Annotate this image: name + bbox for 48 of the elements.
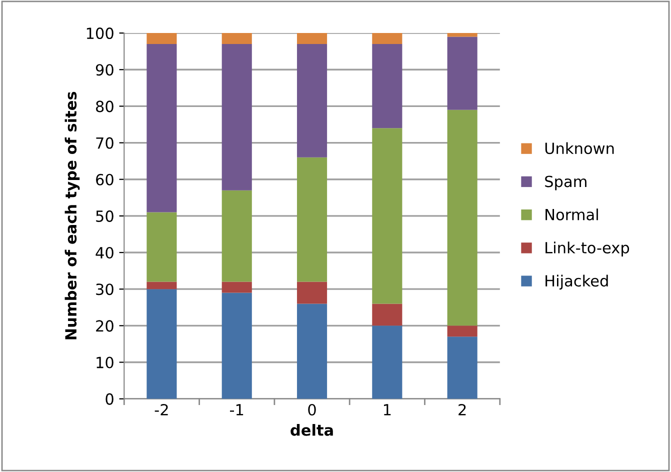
y-tick-label: 100 [86,28,114,40]
bar [222,282,252,293]
bar [296,44,328,158]
bar [447,36,478,110]
bar [146,282,177,290]
bar [296,33,328,44]
y-tick-label: 40 [96,246,114,259]
x-tick-label: -2 [154,404,168,416]
y-tick-label: 20 [96,320,114,332]
legend-label: Spam [545,176,586,190]
x-tick-label: -1 [230,404,244,416]
bar [222,44,252,190]
bar [222,190,252,282]
y-tick-label: 0 [106,393,114,405]
legend-label: Hijacked [546,274,608,290]
legend-label: Unknown [545,142,614,154]
bar [296,304,328,399]
legend-label: Link-to-exp [546,242,630,256]
x-tick-label: 1 [384,404,391,416]
bar [447,33,478,37]
y-tick-label: 80 [96,100,114,112]
x-tick-label: 0 [308,404,316,416]
bar [372,44,402,128]
bar [447,326,478,337]
bar [447,336,478,399]
bar [447,110,478,326]
bar [372,326,402,399]
bar [296,282,328,304]
bar [372,304,402,326]
bar [146,212,177,282]
bar [146,289,177,399]
x-tick-label: 2 [458,404,466,416]
y-tick-label: 10 [96,356,114,368]
bar [146,44,177,212]
y-tick-label: 70 [96,137,114,149]
legend-label: Normal [546,208,598,220]
y-axis-title: Number of each type of sites [64,92,80,340]
y-tick-label: 30 [96,284,114,296]
bar [146,33,177,44]
bar [372,128,402,304]
x-axis-title: delta [290,424,333,436]
y-tick-label: 90 [96,64,114,76]
bar [222,33,252,44]
bar [296,157,328,282]
y-tick-label: 60 [96,174,114,186]
bar [372,33,402,44]
y-tick-label: 50 [96,210,114,222]
bar [222,292,252,399]
